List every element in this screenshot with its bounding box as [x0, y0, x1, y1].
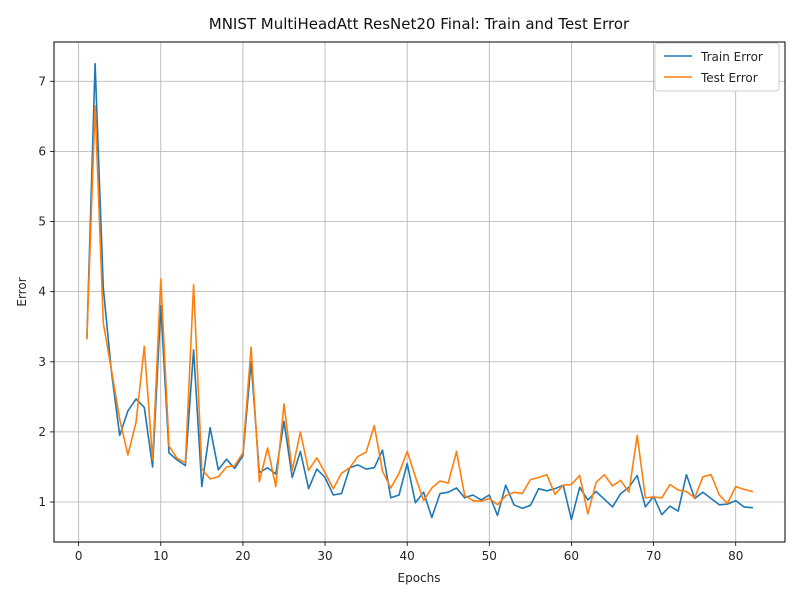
- y-tick-label: 1: [38, 495, 46, 509]
- x-tick-label: 60: [564, 549, 579, 563]
- x-tick-label: 40: [400, 549, 415, 563]
- x-tick-label: 50: [482, 549, 497, 563]
- y-tick-label: 6: [38, 144, 46, 158]
- y-tick-label: 3: [38, 355, 46, 369]
- x-tick-label: 70: [646, 549, 661, 563]
- x-axis: 0 10 20 30 40 50 60 70 80: [75, 542, 743, 563]
- plot-area: [53, 41, 786, 543]
- y-tick-label: 7: [38, 74, 46, 88]
- series-line-train-error: [86, 62, 753, 521]
- x-tick-label: 30: [317, 549, 332, 563]
- x-tick-label: 80: [728, 549, 743, 563]
- y-tick-label: 4: [38, 285, 46, 299]
- x-tick-label: 20: [235, 549, 250, 563]
- legend: Train Error Test Error: [654, 42, 780, 92]
- legend-label-test-error: Test Error: [700, 71, 758, 85]
- series-line-test-error: [86, 105, 754, 515]
- legend-box: [654, 42, 780, 92]
- y-tick-label: 5: [38, 215, 46, 229]
- chart-title: MNIST MultiHeadAtt ResNet20 Final: Train…: [209, 15, 630, 33]
- legend-label-train-error: Train Error: [700, 50, 763, 64]
- x-axis-title: Epochs: [398, 571, 441, 585]
- y-axis: 1 2 3 4 5 6 7: [38, 74, 54, 509]
- y-axis-title: Error: [15, 277, 29, 306]
- x-tick-label: 10: [153, 549, 168, 563]
- y-tick-label: 2: [38, 425, 46, 439]
- series-layer: [86, 62, 754, 521]
- x-tick-label: 0: [75, 549, 83, 563]
